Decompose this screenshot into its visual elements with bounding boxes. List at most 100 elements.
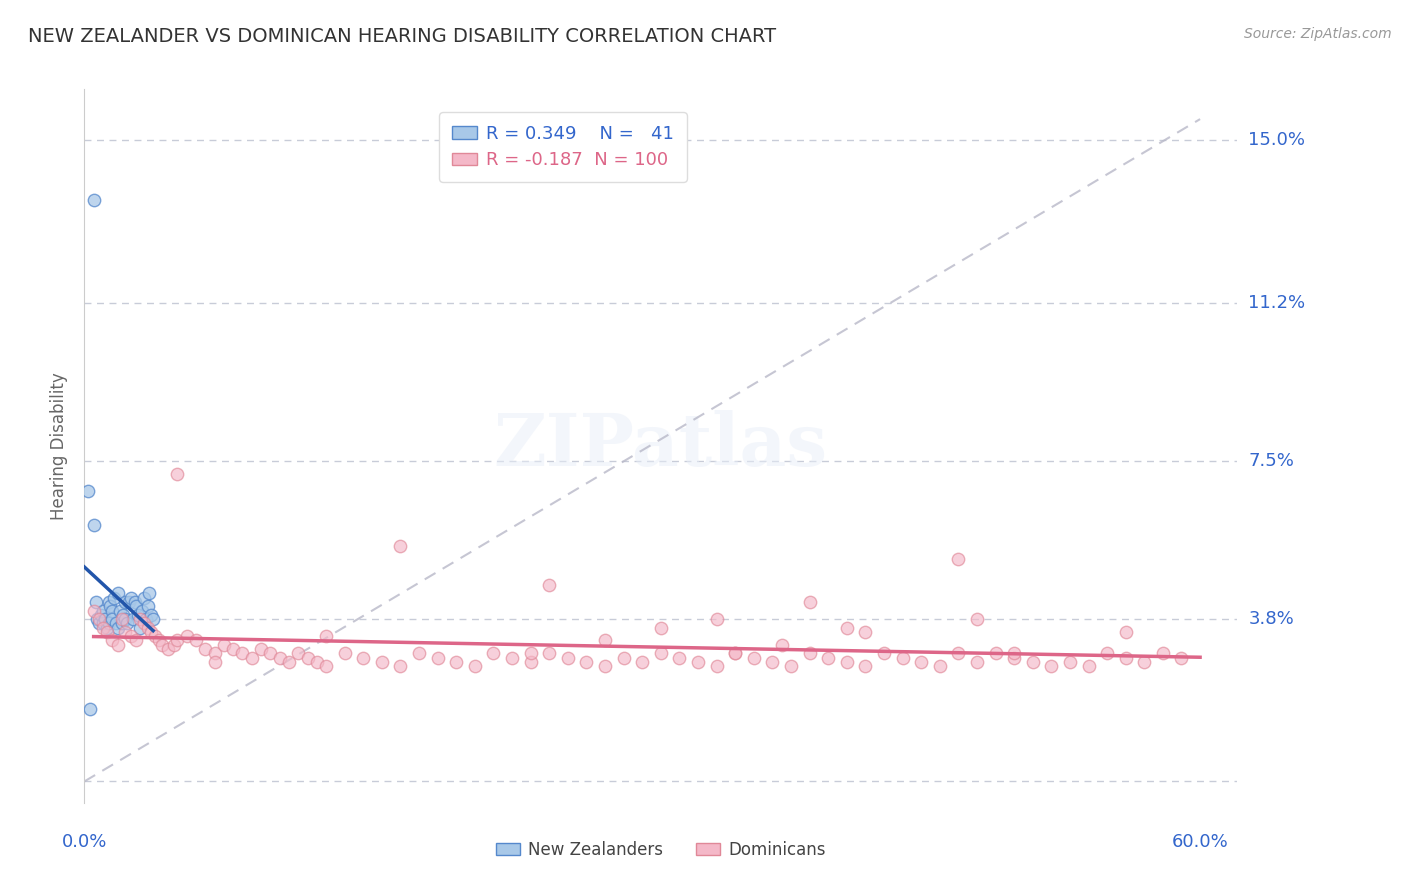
Legend: New Zealanders, Dominicans: New Zealanders, Dominicans	[489, 835, 832, 866]
Point	[124, 595, 146, 609]
Point	[86, 612, 108, 626]
Point	[966, 612, 988, 626]
Point	[148, 633, 170, 648]
Point	[100, 599, 122, 614]
Point	[204, 646, 226, 660]
Point	[91, 616, 114, 631]
Point	[1040, 659, 1063, 673]
Point	[110, 616, 132, 631]
Point	[90, 607, 112, 622]
Point	[891, 650, 914, 665]
Point	[1152, 646, 1174, 660]
Point	[593, 659, 616, 673]
Point	[352, 650, 374, 665]
Point	[928, 659, 950, 673]
Y-axis label: Hearing Disability: Hearing Disability	[51, 372, 69, 520]
Point	[120, 629, 142, 643]
Point	[706, 659, 728, 673]
Point	[107, 586, 129, 600]
Point	[118, 595, 141, 609]
Point	[538, 578, 561, 592]
Point	[389, 540, 412, 554]
Point	[538, 646, 561, 660]
Point	[101, 612, 124, 626]
Point	[853, 659, 876, 673]
Point	[1095, 646, 1118, 660]
Point	[1002, 650, 1025, 665]
Point	[446, 655, 468, 669]
Point	[408, 646, 430, 660]
Text: 7.5%: 7.5%	[1249, 452, 1295, 470]
Text: 0.0%: 0.0%	[62, 833, 107, 851]
Point	[152, 638, 174, 652]
Point	[115, 616, 138, 631]
Point	[557, 650, 579, 665]
Point	[212, 638, 235, 652]
Point	[724, 646, 747, 660]
Text: 60.0%: 60.0%	[1171, 833, 1229, 851]
Point	[1059, 655, 1081, 669]
Point	[83, 603, 105, 617]
Text: ZIPatlas: ZIPatlas	[494, 410, 828, 482]
Point	[519, 646, 541, 660]
Point	[231, 646, 253, 660]
Point	[141, 607, 163, 622]
Point	[593, 633, 616, 648]
Point	[650, 621, 672, 635]
Point	[482, 646, 505, 660]
Point	[94, 612, 117, 626]
Point	[519, 655, 541, 669]
Point	[650, 646, 672, 660]
Point	[761, 655, 783, 669]
Point	[125, 633, 148, 648]
Point	[136, 621, 159, 635]
Point	[1022, 655, 1045, 669]
Point	[127, 607, 149, 622]
Point	[269, 650, 291, 665]
Point	[166, 467, 188, 481]
Point	[799, 595, 821, 609]
Point	[142, 612, 165, 626]
Point	[259, 646, 281, 660]
Point	[162, 638, 184, 652]
Point	[1002, 646, 1025, 660]
Point	[613, 650, 636, 665]
Point	[686, 655, 709, 669]
Point	[1133, 655, 1156, 669]
Point	[107, 638, 129, 652]
Text: 11.2%: 11.2%	[1249, 293, 1306, 312]
Text: 3.8%: 3.8%	[1249, 610, 1294, 628]
Point	[143, 629, 166, 643]
Point	[948, 646, 970, 660]
Point	[835, 621, 858, 635]
Point	[96, 621, 118, 635]
Point	[120, 591, 142, 605]
Point	[277, 655, 299, 669]
Point	[464, 659, 486, 673]
Point	[112, 607, 135, 622]
Point	[138, 586, 160, 600]
Point	[853, 624, 876, 639]
Point	[184, 633, 207, 648]
Point	[305, 655, 328, 669]
Text: Source: ZipAtlas.com: Source: ZipAtlas.com	[1244, 27, 1392, 41]
Point	[287, 646, 309, 660]
Point	[97, 595, 120, 609]
Point	[742, 650, 765, 665]
Text: 15.0%: 15.0%	[1249, 131, 1305, 150]
Point	[96, 624, 118, 639]
Point	[194, 642, 217, 657]
Point	[668, 650, 690, 665]
Point	[1115, 650, 1137, 665]
Point	[631, 655, 654, 669]
Point	[89, 616, 111, 631]
Point	[835, 655, 858, 669]
Point	[135, 612, 157, 626]
Point	[250, 642, 273, 657]
Point	[724, 646, 747, 660]
Point	[1170, 650, 1192, 665]
Point	[136, 599, 159, 614]
Point	[132, 591, 155, 605]
Point	[104, 616, 127, 631]
Point	[873, 646, 896, 660]
